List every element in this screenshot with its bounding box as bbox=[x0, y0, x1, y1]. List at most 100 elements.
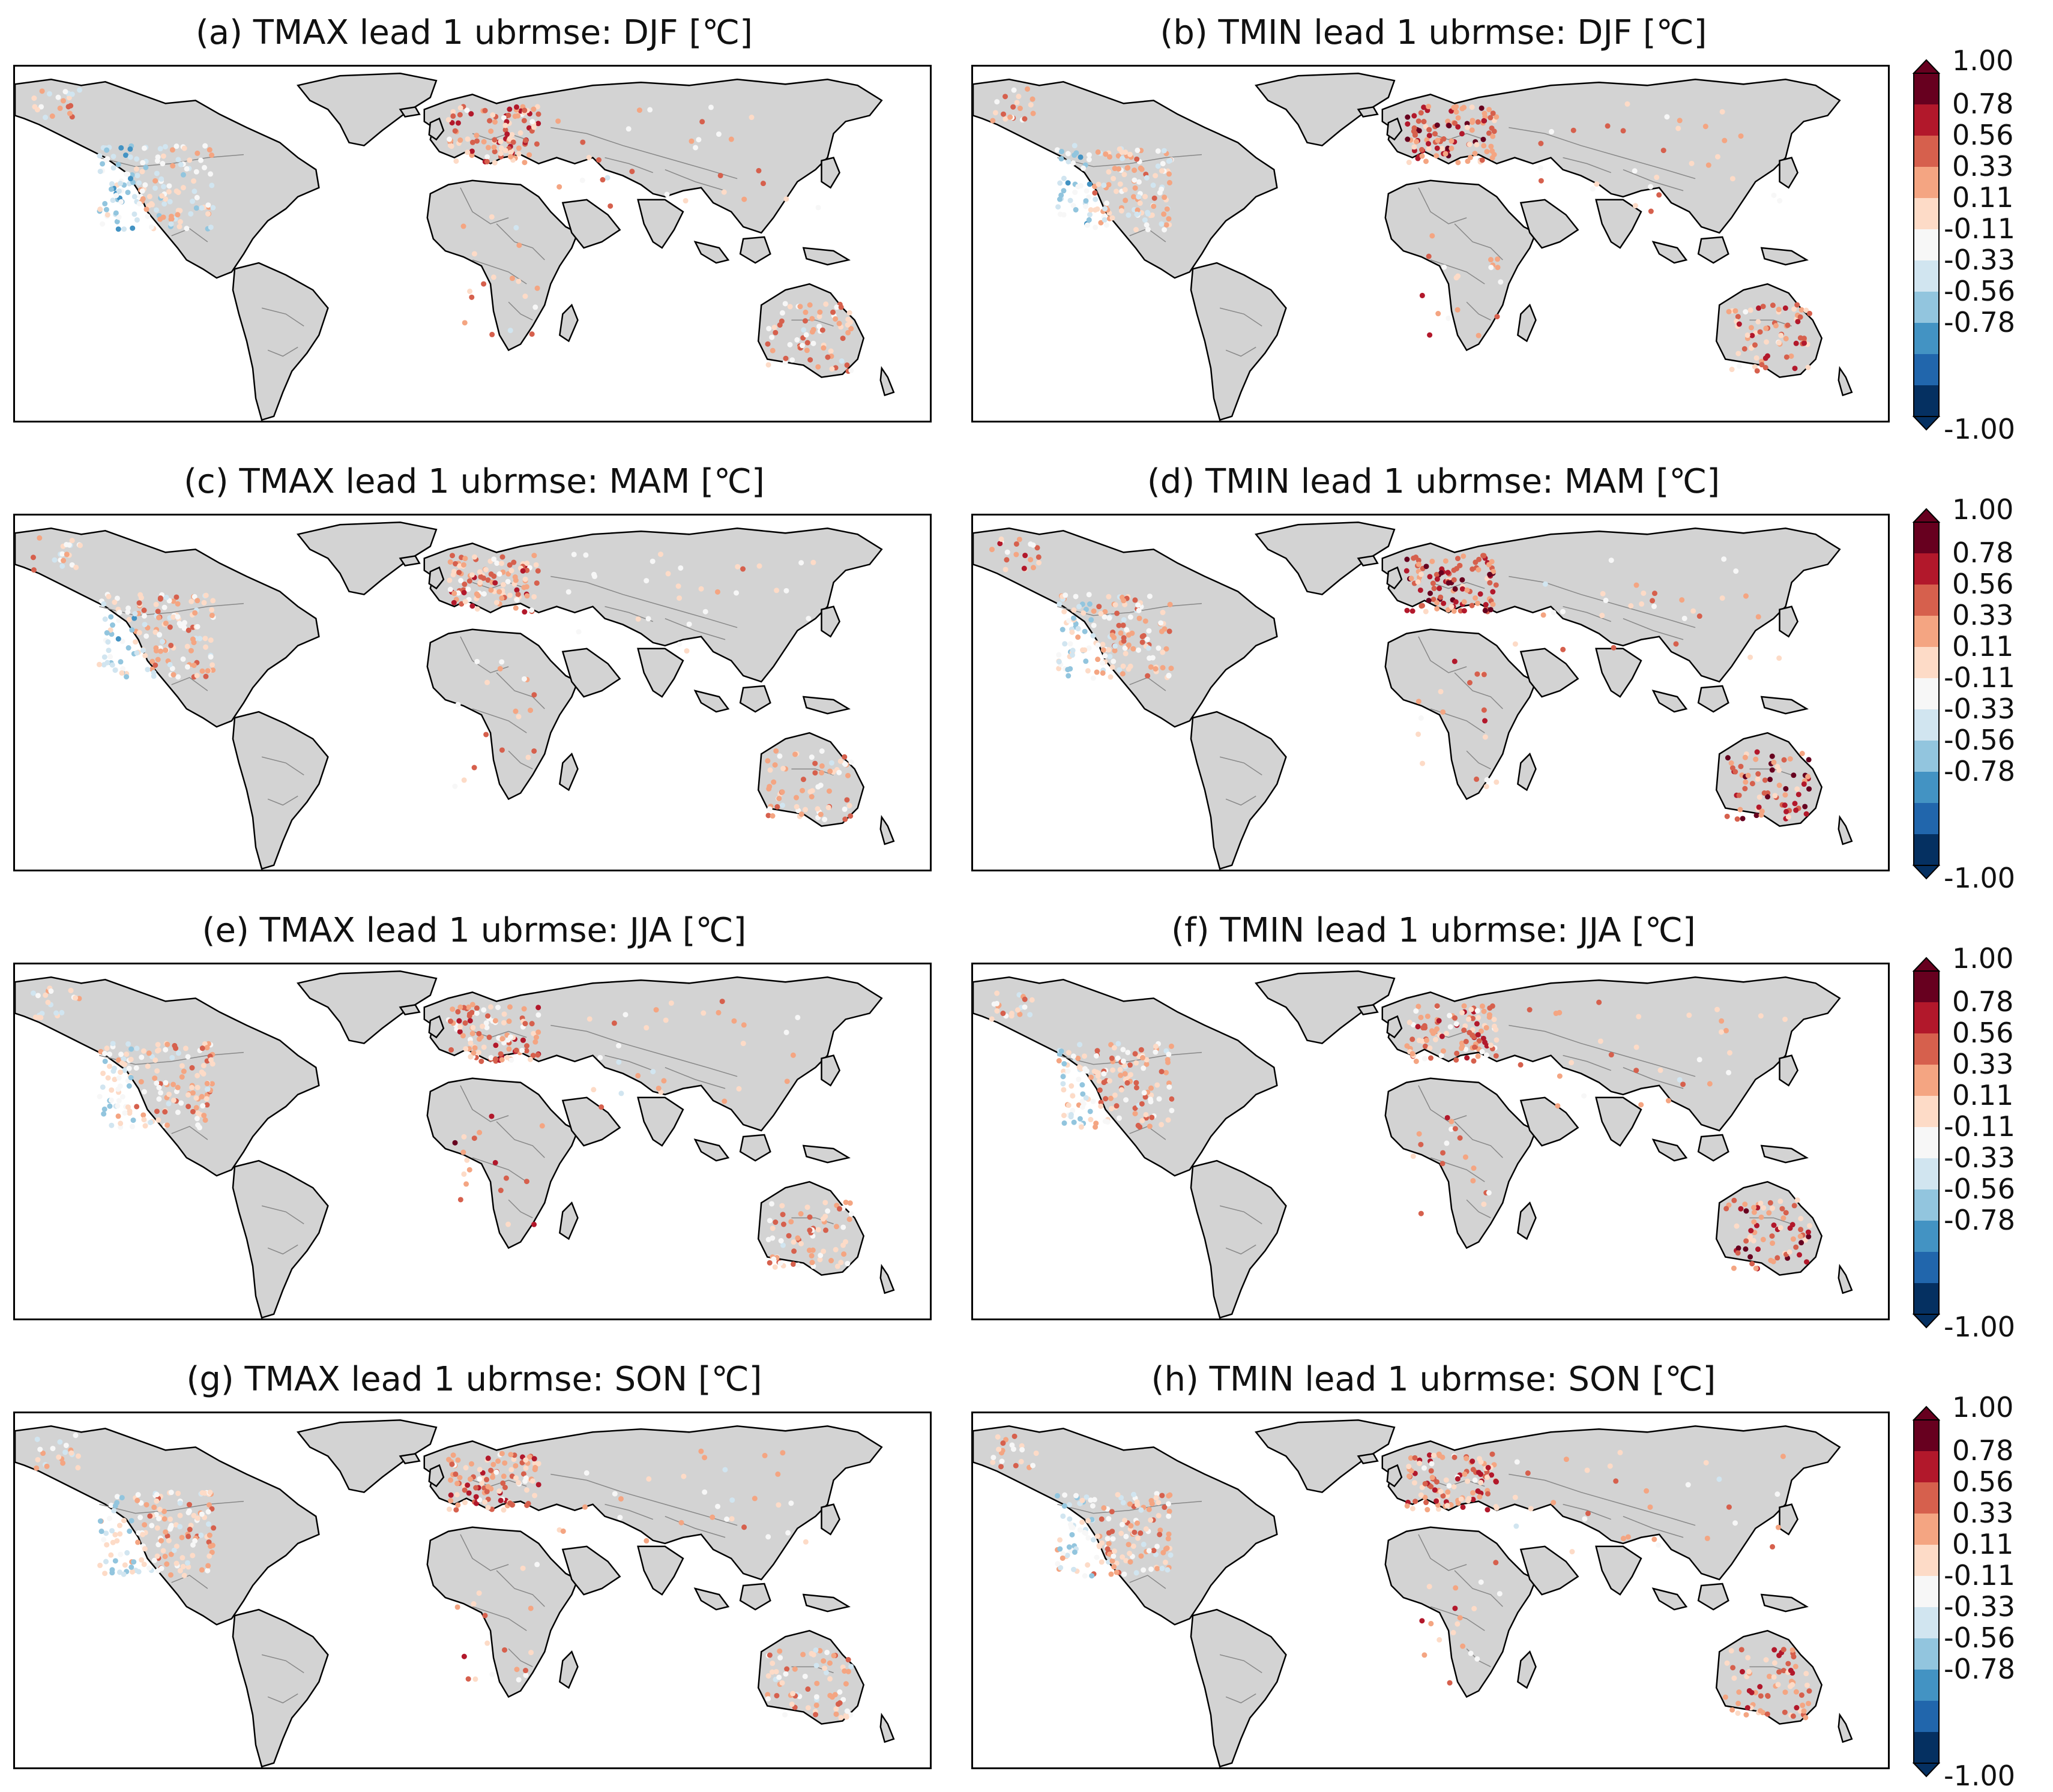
station-point bbox=[474, 138, 480, 144]
station-point bbox=[513, 605, 519, 611]
station-point bbox=[1082, 647, 1088, 653]
station-point bbox=[847, 1200, 853, 1206]
panel-e-map[interactable] bbox=[13, 963, 932, 1320]
station-point bbox=[1106, 615, 1112, 621]
station-point bbox=[1447, 1024, 1453, 1030]
land-south-america bbox=[1190, 1608, 1287, 1767]
station-point bbox=[168, 642, 174, 649]
station-point bbox=[122, 1562, 128, 1568]
station-point bbox=[1121, 617, 1127, 623]
station-point bbox=[812, 760, 818, 766]
station-point bbox=[531, 1221, 537, 1227]
station-point bbox=[211, 1525, 217, 1531]
station-point bbox=[154, 1080, 160, 1086]
station-point bbox=[187, 1527, 193, 1533]
station-point bbox=[1101, 1505, 1107, 1511]
station-point bbox=[1776, 1669, 1782, 1675]
country-border bbox=[1430, 582, 1485, 589]
colorbar-segment bbox=[1914, 1638, 1939, 1670]
country-border bbox=[1418, 1085, 1467, 1122]
station-point bbox=[790, 1052, 796, 1058]
station-point bbox=[1422, 1481, 1428, 1487]
panel-d-map[interactable] bbox=[971, 514, 1890, 871]
station-point bbox=[522, 609, 528, 615]
station-point bbox=[1167, 601, 1173, 607]
station-point bbox=[1731, 1675, 1737, 1681]
station-point bbox=[1776, 655, 1782, 661]
panel-g-map[interactable] bbox=[13, 1412, 932, 1769]
station-point bbox=[776, 796, 782, 802]
station-point bbox=[483, 567, 489, 573]
station-point bbox=[134, 217, 140, 223]
station-point bbox=[169, 666, 175, 672]
station-point bbox=[98, 1529, 104, 1535]
station-point bbox=[132, 611, 138, 617]
station-point bbox=[490, 1474, 496, 1480]
panel-g: (g) TMAX lead 1 ubrmse: SON [℃] bbox=[0, 1347, 948, 1790]
panel-b-map[interactable] bbox=[971, 65, 1890, 422]
country-border bbox=[1623, 1066, 1684, 1089]
station-point bbox=[995, 1434, 1001, 1440]
station-point bbox=[1454, 1050, 1460, 1056]
station-point bbox=[1747, 654, 1753, 660]
station-point bbox=[499, 554, 505, 560]
station-point bbox=[1744, 332, 1750, 338]
station-point bbox=[1493, 1478, 1499, 1484]
station-point bbox=[848, 759, 854, 765]
station-point bbox=[1725, 755, 1731, 761]
station-point bbox=[835, 1701, 841, 1707]
station-point bbox=[499, 1451, 505, 1457]
panel-f-map[interactable] bbox=[971, 963, 1890, 1320]
station-point bbox=[1441, 264, 1447, 270]
station-point bbox=[1791, 306, 1797, 312]
colorbar-extend-max bbox=[1912, 957, 1941, 972]
station-point bbox=[1418, 1210, 1424, 1216]
station-point bbox=[202, 164, 208, 170]
panel-h-title: (h) TMIN lead 1 ubrmse: SON [℃] bbox=[1151, 1360, 1716, 1399]
station-point bbox=[1160, 610, 1166, 616]
station-point bbox=[485, 1505, 491, 1511]
station-point bbox=[1482, 607, 1488, 613]
station-point bbox=[471, 554, 478, 560]
panel-c-map[interactable] bbox=[13, 514, 932, 871]
panel-a-title: (a) TMAX lead 1 ubrmse: DJF [℃] bbox=[195, 13, 753, 52]
station-point bbox=[1789, 1222, 1795, 1228]
station-point bbox=[1004, 549, 1010, 555]
panel-a-map[interactable] bbox=[13, 65, 932, 422]
station-point bbox=[1538, 178, 1544, 184]
station-point bbox=[31, 95, 37, 101]
station-point bbox=[181, 1068, 187, 1074]
station-point bbox=[110, 1041, 116, 1047]
station-point bbox=[210, 205, 216, 211]
country-border bbox=[99, 603, 244, 616]
station-point bbox=[1457, 1615, 1463, 1621]
station-point bbox=[1061, 1120, 1067, 1126]
station-point bbox=[1743, 1208, 1749, 1214]
station-point bbox=[1423, 124, 1429, 130]
panel-h-map[interactable] bbox=[971, 1412, 1890, 1769]
land-madagascar bbox=[559, 304, 579, 343]
station-point bbox=[1148, 1517, 1154, 1523]
station-point bbox=[829, 1694, 835, 1700]
colorbar-segment bbox=[1914, 104, 1939, 136]
station-point bbox=[1488, 257, 1494, 263]
station-point bbox=[840, 335, 846, 341]
station-point bbox=[151, 670, 157, 676]
station-point bbox=[1452, 586, 1458, 592]
station-point bbox=[1452, 1605, 1458, 1611]
station-point bbox=[1403, 568, 1409, 574]
station-point bbox=[138, 1079, 144, 1085]
station-point bbox=[681, 1473, 687, 1479]
station-point bbox=[171, 1547, 177, 1553]
station-point bbox=[1011, 87, 1017, 93]
station-point bbox=[210, 667, 216, 673]
land-borneo bbox=[739, 685, 771, 713]
colorbar-segment bbox=[1914, 1514, 1939, 1545]
colorbar-segment bbox=[1914, 647, 1939, 678]
station-point bbox=[1792, 1664, 1798, 1670]
station-point bbox=[203, 644, 209, 650]
station-point bbox=[1749, 1261, 1755, 1267]
station-point bbox=[1483, 602, 1489, 608]
station-point bbox=[1477, 591, 1483, 597]
station-point bbox=[501, 1507, 507, 1513]
